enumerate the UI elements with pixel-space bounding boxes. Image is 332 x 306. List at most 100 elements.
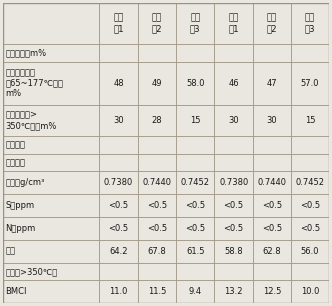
Bar (291, 240, 329, 263)
Text: 15: 15 (190, 116, 201, 125)
Text: 密度，g/cm³: 密度，g/cm³ (6, 178, 45, 187)
Text: 9.4: 9.4 (189, 287, 202, 296)
Bar (3, 154, 99, 171)
Text: 0.7452: 0.7452 (181, 178, 210, 187)
Text: 实施
例3: 实施 例3 (190, 14, 201, 34)
Bar (3, 3, 99, 44)
Bar (138, 263, 176, 280)
Text: 重石脑油收率
（65~177℃），
m%: 重石脑油收率 （65~177℃）， m% (6, 68, 64, 99)
Bar (291, 3, 329, 44)
Bar (176, 240, 214, 263)
Text: 46: 46 (228, 79, 239, 88)
Text: <0.5: <0.5 (147, 201, 167, 210)
Text: <0.5: <0.5 (185, 201, 206, 210)
Bar (99, 194, 138, 217)
Bar (176, 263, 214, 280)
Text: 比较
例2: 比较 例2 (267, 14, 277, 34)
Text: <0.5: <0.5 (300, 201, 320, 210)
Text: 11.5: 11.5 (148, 287, 166, 296)
Text: <0.5: <0.5 (147, 224, 167, 233)
Bar (253, 105, 291, 136)
Bar (99, 105, 138, 136)
Bar (99, 62, 138, 105)
Bar (291, 62, 329, 105)
Bar (214, 62, 253, 105)
Text: <0.5: <0.5 (109, 224, 128, 233)
Bar (176, 217, 214, 240)
Bar (138, 280, 176, 303)
Text: 产品分布，m%: 产品分布，m% (6, 49, 47, 58)
Bar (291, 217, 329, 240)
Text: 58.0: 58.0 (186, 79, 205, 88)
Text: <0.5: <0.5 (224, 224, 244, 233)
Text: 13.2: 13.2 (224, 287, 243, 296)
Bar (214, 194, 253, 217)
Bar (3, 240, 99, 263)
Bar (291, 154, 329, 171)
Text: <0.5: <0.5 (185, 224, 206, 233)
Text: 尾油（>350℃）: 尾油（>350℃） (6, 267, 58, 276)
Text: 48: 48 (113, 79, 124, 88)
Text: 30: 30 (267, 116, 277, 125)
Text: 0.7380: 0.7380 (219, 178, 248, 187)
Bar (3, 217, 99, 240)
Text: 49: 49 (152, 79, 162, 88)
Bar (253, 217, 291, 240)
Text: 尾油收率（>
350℃），m%: 尾油收率（> 350℃），m% (6, 110, 57, 130)
Text: 57.0: 57.0 (301, 79, 319, 88)
Bar (138, 217, 176, 240)
Bar (214, 280, 253, 303)
Bar (3, 280, 99, 303)
Text: 0.7440: 0.7440 (142, 178, 171, 187)
Bar (3, 263, 99, 280)
Bar (253, 154, 291, 171)
Bar (99, 136, 138, 154)
Bar (253, 136, 291, 154)
Bar (99, 240, 138, 263)
Bar (253, 171, 291, 194)
Bar (291, 105, 329, 136)
Bar (176, 3, 214, 44)
Bar (99, 217, 138, 240)
Text: <0.5: <0.5 (109, 201, 128, 210)
Bar (138, 62, 176, 105)
Bar (214, 171, 253, 194)
Text: 15: 15 (305, 116, 315, 125)
Text: 67.8: 67.8 (147, 247, 166, 256)
Text: 10.0: 10.0 (301, 287, 319, 296)
Text: 62.8: 62.8 (263, 247, 282, 256)
Bar (253, 240, 291, 263)
Bar (253, 3, 291, 44)
Text: 比较
例3: 比较 例3 (305, 14, 315, 34)
Text: 56.0: 56.0 (301, 247, 319, 256)
Bar (253, 194, 291, 217)
Bar (176, 194, 214, 217)
Bar (176, 280, 214, 303)
Bar (99, 171, 138, 194)
Bar (214, 154, 253, 171)
Bar (99, 263, 138, 280)
Bar (99, 154, 138, 171)
Text: 实施
例2: 实施 例2 (152, 14, 162, 34)
Text: 11.0: 11.0 (109, 287, 128, 296)
Text: <0.5: <0.5 (224, 201, 244, 210)
Bar (99, 44, 138, 62)
Bar (291, 136, 329, 154)
Bar (138, 105, 176, 136)
Bar (3, 105, 99, 136)
Bar (214, 44, 253, 62)
Bar (138, 154, 176, 171)
Bar (253, 62, 291, 105)
Bar (291, 263, 329, 280)
Bar (214, 263, 253, 280)
Bar (214, 105, 253, 136)
Bar (176, 105, 214, 136)
Bar (291, 194, 329, 217)
Bar (214, 136, 253, 154)
Text: 比较
例1: 比较 例1 (228, 14, 239, 34)
Bar (99, 280, 138, 303)
Text: 0.7440: 0.7440 (258, 178, 287, 187)
Text: 0.7452: 0.7452 (295, 178, 324, 187)
Text: 30: 30 (228, 116, 239, 125)
Bar (214, 217, 253, 240)
